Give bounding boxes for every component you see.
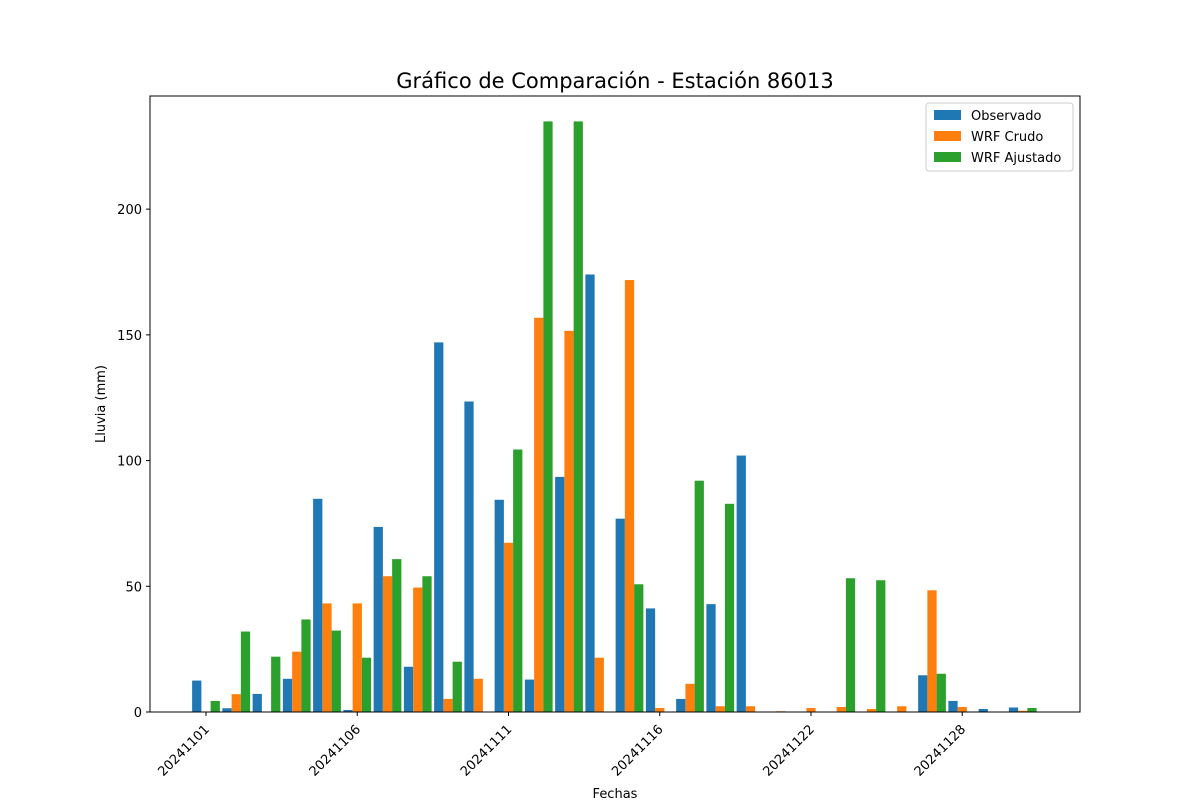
bar xyxy=(564,330,574,712)
bar xyxy=(331,630,341,712)
bar xyxy=(685,683,695,712)
legend-label: WRF Crudo xyxy=(971,130,1043,145)
y-tick-label: 150 xyxy=(117,329,142,344)
legend-label: Observado xyxy=(971,109,1042,124)
bar xyxy=(573,121,583,712)
bar xyxy=(464,401,474,712)
bar xyxy=(585,274,595,712)
bar xyxy=(361,657,372,712)
bar xyxy=(897,706,907,712)
bar xyxy=(936,673,946,712)
bar xyxy=(957,706,967,712)
bar xyxy=(706,604,716,712)
bar xyxy=(210,700,220,712)
bar xyxy=(434,342,444,712)
bar xyxy=(1008,707,1019,712)
x-tick-label: 20241106 xyxy=(307,722,364,779)
bar xyxy=(1018,710,1028,712)
bar xyxy=(736,455,746,712)
x-tick-label: 20241111 xyxy=(458,722,515,779)
bar xyxy=(876,580,886,712)
bar xyxy=(240,631,251,712)
bar xyxy=(978,708,988,712)
bar xyxy=(231,694,241,712)
bar xyxy=(555,476,565,712)
y-tick-label: 200 xyxy=(117,203,142,218)
y-tick-label: 0 xyxy=(134,706,142,721)
bar xyxy=(443,698,453,712)
bar xyxy=(422,576,432,712)
x-tick-label: 20241116 xyxy=(609,722,666,779)
bar xyxy=(918,675,928,712)
bar xyxy=(271,656,281,712)
bar xyxy=(403,666,414,712)
bar xyxy=(676,698,686,712)
bar xyxy=(543,121,553,712)
bar xyxy=(948,700,958,712)
bar xyxy=(292,651,302,712)
bar xyxy=(503,542,514,712)
bar xyxy=(806,707,816,712)
bar xyxy=(845,578,856,712)
bar xyxy=(313,498,323,712)
x-tick-label: 20241128 xyxy=(912,722,969,779)
y-tick-label: 100 xyxy=(117,455,142,470)
bar xyxy=(594,657,604,712)
plot-frame xyxy=(149,95,1081,713)
x-tick-label: 20241122 xyxy=(760,722,817,779)
chart-title: Gráfico de Comparación - Estación 86013 xyxy=(396,69,833,93)
bar xyxy=(836,706,846,712)
bar xyxy=(715,706,725,712)
bar xyxy=(494,499,504,712)
bar xyxy=(282,678,293,712)
bar xyxy=(927,590,937,712)
bar xyxy=(534,317,544,712)
y-tick-label: 50 xyxy=(125,580,142,595)
bar xyxy=(252,693,262,712)
bar xyxy=(473,678,483,712)
bar xyxy=(373,526,383,712)
bar xyxy=(655,707,665,712)
y-axis-label: Lluvia (mm) xyxy=(94,365,109,443)
bar xyxy=(1027,707,1037,712)
bar xyxy=(222,708,232,712)
bar xyxy=(645,608,656,712)
bar xyxy=(452,661,462,712)
bar xyxy=(745,706,756,712)
bar xyxy=(352,603,362,712)
legend-label: WRF Ajustado xyxy=(971,151,1061,166)
bar xyxy=(524,679,535,712)
bar xyxy=(624,280,635,712)
legend-swatch xyxy=(934,110,961,120)
x-tick-label: 20241101 xyxy=(155,722,212,779)
x-axis-label: Fechas xyxy=(593,787,638,800)
legend-swatch xyxy=(934,152,961,162)
bar xyxy=(413,587,423,712)
bars-layer xyxy=(192,121,1037,712)
bar xyxy=(615,518,625,712)
legend-swatch xyxy=(934,131,961,141)
bar xyxy=(724,503,735,712)
bar xyxy=(322,603,332,712)
bar xyxy=(192,680,202,712)
bar xyxy=(301,619,311,712)
bar xyxy=(634,584,644,712)
legend-frame xyxy=(925,102,1074,172)
bar xyxy=(513,449,523,712)
bar xyxy=(343,709,353,712)
bar xyxy=(866,708,877,712)
bar xyxy=(382,576,393,712)
bar xyxy=(392,559,402,712)
bar xyxy=(694,480,704,712)
legend: Observado WRF Crudo WRF Ajustado xyxy=(925,102,1074,172)
